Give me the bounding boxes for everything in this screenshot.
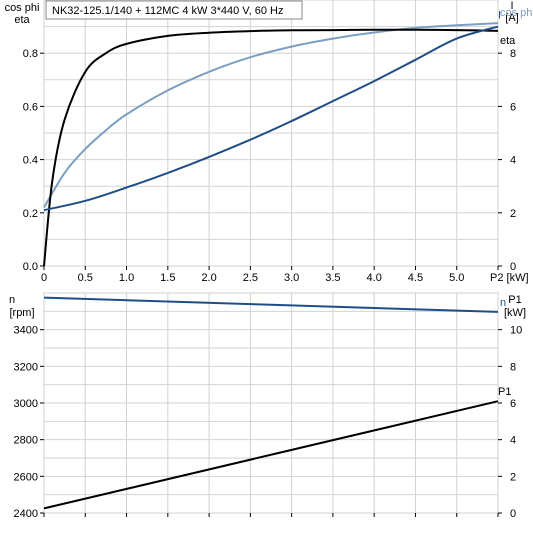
y-left-tick-label: 3200 (14, 361, 38, 373)
y-right-tick-label: 8 (510, 48, 516, 60)
top-right-axis-label-line1: I (510, 0, 513, 12)
bottom-series (43, 296, 499, 510)
x-tick-label: 1.5 (160, 272, 175, 284)
x-tick-label: 2.0 (201, 272, 216, 284)
y-left-tick-label: 0.4 (23, 155, 38, 167)
y-right-tick-label: 0 (510, 261, 516, 273)
bottom-series-labels: n P1 (498, 297, 511, 398)
top-grid (43, 0, 499, 267)
bottom-panel: n [rpm] P1 [kW] 2400 2600 2800 3000 3200 3400… (9, 292, 526, 520)
y-left-tick-label: 0.6 (23, 101, 38, 113)
x-tick-label: 0 (41, 272, 47, 284)
series-line-eta (43, 28, 499, 267)
y-left-tick-label: 2400 (14, 508, 38, 520)
top-right-axis-label-line2: [A] (505, 12, 518, 24)
x-tick-label: 0.5 (78, 272, 93, 284)
y-left-tick-label: 0.2 (23, 208, 38, 220)
series-label-I: I (498, 10, 501, 22)
y-right-tick-label: 6 (510, 398, 516, 410)
y-left-tick-label: 0.0 (23, 261, 38, 273)
y-right-tick-label: 4 (510, 435, 516, 447)
top-series (43, 22, 499, 267)
y-right-tick-label: 4 (510, 155, 516, 167)
x-tick-label: P2 [kW] (490, 272, 529, 284)
bottom-left-axis-label-line1: n (9, 294, 15, 306)
bottom-grid (43, 292, 499, 514)
bottom-right-axis-label-line1: P1 (508, 294, 521, 306)
top-left-axis-label-line1: cos phi (5, 2, 40, 14)
series-line-P1 (43, 400, 499, 510)
y-left-tick-label: 2600 (14, 471, 38, 483)
y-right-tick-label: 0 (510, 508, 516, 520)
top-tick-labels: 0.0 0.2 0.4 0.6 0.8 0 2 4 6 8 0 0.5 1.0 1.5 2.0 2.5 3.0 3… (23, 48, 529, 284)
y-right-tick-label: 10 (510, 325, 522, 337)
top-series-labels: cos phi eta I (498, 7, 533, 47)
x-tick-label: 5.0 (449, 272, 464, 284)
chart-title: NK32-125.1/140 + 112MC 4 kW 3*440 V, 60 … (52, 5, 283, 17)
series-label-n: n (500, 297, 506, 309)
y-left-tick-label: 3400 (14, 325, 38, 337)
series-line-n (43, 296, 499, 313)
y-left-tick-label: 2800 (14, 435, 38, 447)
x-tick-label: 3.0 (284, 272, 299, 284)
x-tick-label: 4.0 (367, 272, 382, 284)
x-tick-label: 2.5 (243, 272, 258, 284)
y-left-tick-label: 3000 (14, 398, 38, 410)
x-tick-label: 1.0 (119, 272, 134, 284)
y-right-tick-label: 6 (510, 101, 516, 113)
y-left-tick-label: 0.8 (23, 48, 38, 60)
x-tick-label: 4.5 (408, 272, 423, 284)
y-right-tick-label: 2 (510, 471, 516, 483)
series-label-eta: eta (500, 35, 516, 47)
series-line-I (43, 25, 499, 212)
series-label-P1: P1 (498, 386, 511, 398)
bottom-left-axis-label-line2: [rpm] (9, 307, 34, 319)
bottom-right-axis-label-line2: [kW] (504, 307, 526, 319)
top-left-axis-label-line2: eta (14, 14, 30, 26)
bottom-tick-labels: 2400 2600 2800 3000 3200 3400 0 2 4 6 8 10 (14, 325, 523, 520)
chart-title-box (45, 0, 303, 20)
series-label-cos-phi: cos phi (500, 7, 533, 19)
x-tick-label: 3.5 (325, 272, 340, 284)
y-right-tick-label: 8 (510, 361, 516, 373)
top-panel: NK32-125.1/140 + 112MC 4 kW 3*440 V, 60 … (5, 0, 533, 284)
y-right-tick-label: 2 (510, 208, 516, 220)
series-line-cos-phi (43, 22, 499, 209)
